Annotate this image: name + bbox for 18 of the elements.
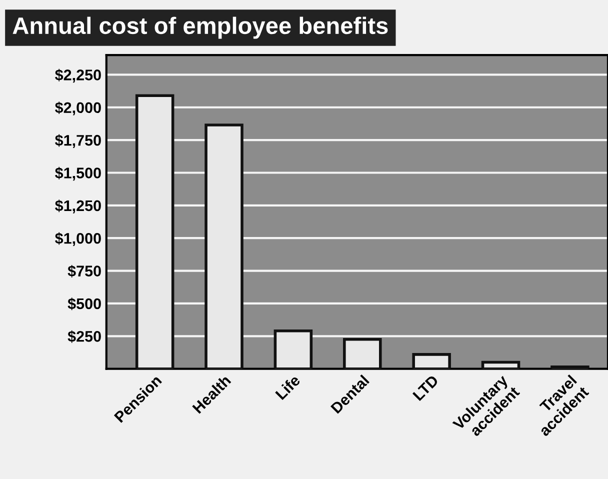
y-tick-label: $1,000 [55,232,101,246]
x-tick-label: Life [274,374,301,400]
y-tick-label: $1,250 [55,200,101,214]
y-tick-label: $250 [68,330,101,343]
y-tick-label: $2,000 [55,102,101,116]
x-tick-label: LTD [412,374,439,401]
bar [343,338,382,369]
y-tick-label: $750 [68,264,101,278]
bar [412,353,451,369]
y-tick-label: $1,500 [55,166,101,181]
bar [481,360,520,369]
bar [135,94,174,369]
bar [204,124,244,369]
y-tick-label: $500 [68,298,101,310]
chart-title: Annual cost of employee benefits [12,16,388,39]
y-tick-label: $2,250 [55,68,101,83]
y-tick-label: $1,750 [55,134,101,148]
bar [274,330,313,369]
